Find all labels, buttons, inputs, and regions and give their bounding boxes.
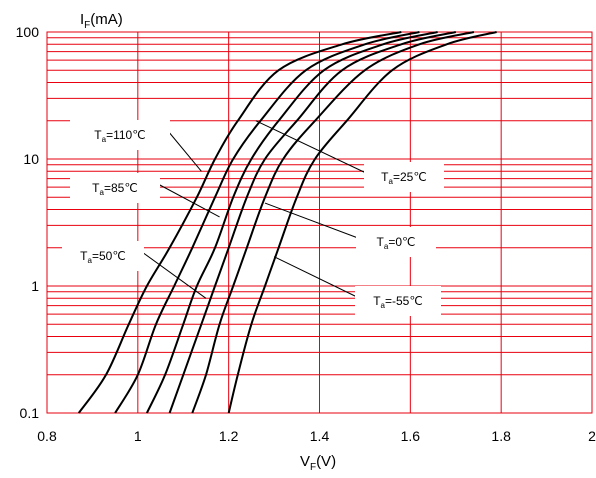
series-line-0 [77,31,402,414]
series-label: Ta=85℃ [92,181,138,197]
leader-line [264,202,359,239]
x-tick-label: 1.6 [401,428,421,444]
x-tick-label: 2 [588,428,596,444]
y-tick-label: 1 [31,278,39,294]
label-box [364,162,444,192]
y-axis-label: IF(mA) [80,11,123,31]
series-label: Ta=110℃ [94,128,145,144]
y-tick-label: 100 [16,24,40,40]
series-line-4 [191,31,475,414]
leader-line [167,130,202,172]
series-line-1 [114,31,420,414]
series-label: Ta=50℃ [80,249,126,265]
label-box [355,286,441,316]
series-label: Ta=0℃ [377,235,416,251]
tick-layer: 0.8 1 1.2 1.4 1.6 1.8 2 0.1 1 10 100 [16,24,596,444]
x-tick-label: 1.2 [219,428,239,444]
y-tick-label: 0.1 [20,405,40,421]
x-tick-label: 0.8 [37,428,57,444]
series-label: Ta=25℃ [381,170,427,186]
series-line-5 [227,31,497,414]
series-line-3 [168,31,457,414]
annotation-layer: Ta=110℃ Ta=85℃ Ta=50℃ Ta=25℃ Ta=0℃ Ta=-55℃ [62,120,444,316]
leader-line [255,120,367,174]
x-tick-label: 1.8 [491,428,511,444]
axis-label-layer: IF(mA) VF(V) [80,11,336,473]
x-tick-label: 1 [134,428,142,444]
label-box [70,120,170,150]
label-box [70,173,160,203]
series-line-2 [145,31,438,414]
x-tick-label: 1.4 [310,428,330,444]
series-label: Ta=-55℃ [373,294,423,310]
x-axis-label: VF(V) [300,453,336,473]
leader-line [141,251,207,299]
y-tick-label: 10 [23,151,39,167]
leader-line [273,256,358,298]
grid-layer [46,31,593,414]
label-box [62,241,144,271]
line-layer [77,31,497,414]
leader-line [157,183,220,218]
label-box [356,227,436,257]
